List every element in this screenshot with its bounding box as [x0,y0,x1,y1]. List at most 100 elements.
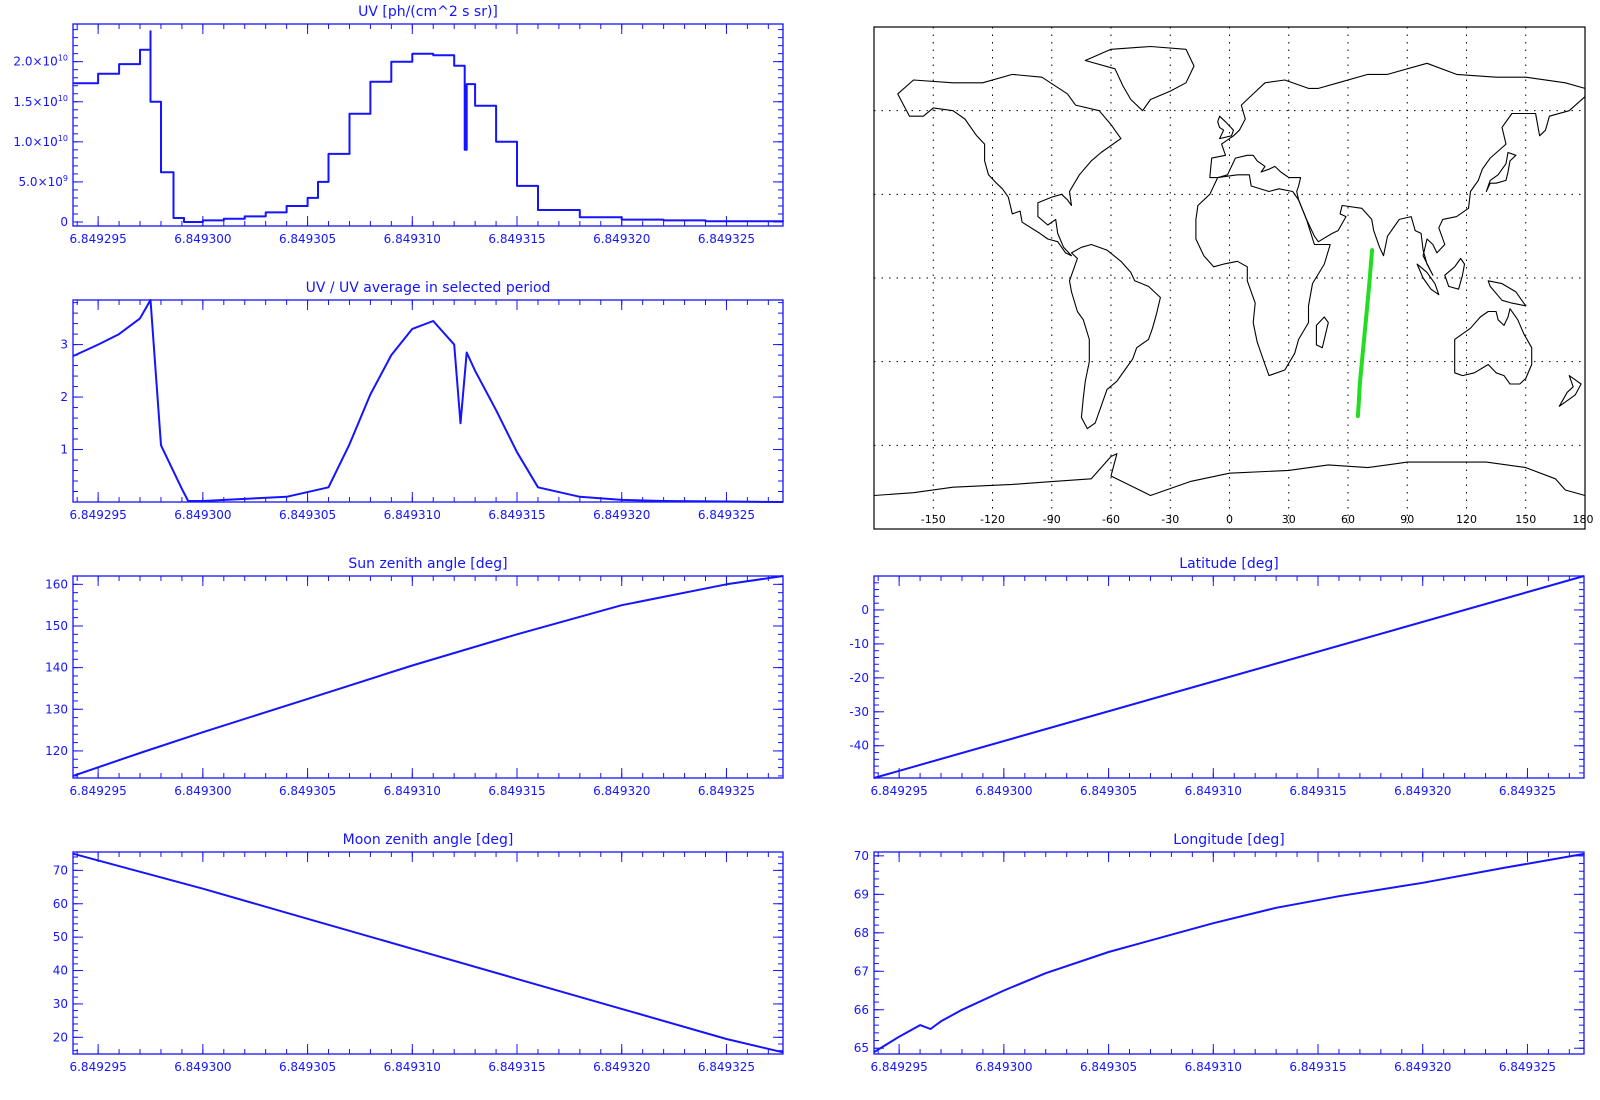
y-tick-label: 20 [53,1030,68,1044]
x-tick-label: 6.849320 [593,232,650,246]
coastline-new-zealand [1558,375,1582,407]
coastline-africa [1195,174,1331,377]
coastline-antarctica [873,453,1586,497]
y-tick-label: 30 [53,997,68,1011]
y-tick-label: 0 [861,603,869,617]
plot-frame [873,851,1585,1055]
x-tick-label: 6.849315 [488,232,545,246]
chart-longitude: Longitude [deg] 6.849295 6.849300 6.849305 6… [854,832,1585,1074]
y-tick-label: 130 [45,702,68,716]
series-line [873,575,1585,779]
x-tick-label: 6.849325 [1499,1060,1556,1074]
chart-title: UV [ph/(cm^2 s sr)] [358,4,498,20]
chart-title: UV / UV average in selected period [306,280,551,296]
y-tick-label: 1.0×1010 [13,134,68,149]
x-tick-label: 6.849300 [975,784,1032,798]
satellite-track [1355,248,1375,419]
coastline-uk [1217,115,1235,140]
x-tick-label: 6.849300 [975,1060,1032,1074]
y-tick-mantissa: 1.0×10 [13,135,57,149]
y-tick-label: 5.0×109 [18,174,68,189]
x-tick-label: 6.849295 [69,784,126,798]
x-tick-label: 6.849315 [488,784,545,798]
y-tick-label: -40 [849,739,869,753]
series-line [72,299,784,503]
x-tick-label: 6.849295 [69,1060,126,1074]
y-tick-label: 67 [854,964,869,978]
y-tick-label: 69 [854,887,869,901]
y-tick-mantissa: 5.0×10 [18,175,62,189]
chart-title: Moon zenith angle [deg] [343,832,514,848]
y-tick-label: 50 [53,930,68,944]
y-tick-label: 65 [854,1041,869,1055]
x-tick-label: 6.849320 [1394,1060,1451,1074]
y-tick-exponent: 10 [58,54,68,63]
coastline-north-america [897,73,1122,257]
y-tick-exponent: 10 [58,94,68,103]
y-tick-label: -20 [849,671,869,685]
y-tick-label: 68 [854,926,869,940]
x-tick-label: 6.849295 [69,508,126,522]
y-tick-label: 2 [60,390,68,404]
x-tick-label: 6.849315 [1289,784,1346,798]
plot-frame [72,23,784,227]
map-lon-label: 180 [1573,513,1594,526]
series-line [72,575,784,777]
x-tick-label: 6.849315 [1289,1060,1346,1074]
x-tick-label: 6.849325 [1499,784,1556,798]
y-tick-mantissa: 0 [60,215,68,229]
chart-uv_ratio: UV / UV average in selected period 6.8492… [60,280,784,522]
x-tick-label: 6.849310 [1185,784,1242,798]
x-tick-label: 6.849305 [279,232,336,246]
coastline-madagascar [1315,316,1329,349]
x-tick-label: 6.849305 [1080,1060,1137,1074]
series-line [73,30,784,223]
chart-title: Longitude [deg] [1173,832,1284,848]
y-tick-label: 2.0×1010 [13,54,68,69]
plot-frame [873,575,1585,779]
y-tick-label: 1 [60,443,68,457]
x-tick-label: 6.849320 [593,784,650,798]
map-lon-label: 90 [1400,513,1414,526]
y-tick-label: 120 [45,744,68,758]
charts-layer: UV [ph/(cm^2 s sr)] 6.849295 6.849300 6.849… [13,4,1593,1074]
y-tick-label: 60 [53,897,68,911]
x-tick-label: 6.849310 [384,1060,441,1074]
x-tick-label: 6.849300 [174,232,231,246]
chart-title: Sun zenith angle [deg] [348,556,507,572]
y-tick-label: 140 [45,661,68,675]
y-tick-label: -30 [849,705,869,719]
x-tick-label: 6.849320 [1394,784,1451,798]
y-tick-label: 150 [45,619,68,633]
map-lon-label: -60 [1102,513,1120,526]
y-tick-label: 160 [45,577,68,591]
x-tick-label: 6.849305 [1080,784,1137,798]
x-tick-label: 6.849325 [698,232,755,246]
x-tick-label: 6.849310 [384,232,441,246]
series-line [873,852,1585,1053]
chart-uv: UV [ph/(cm^2 s sr)] 6.849295 6.849300 6.849… [13,4,784,246]
y-tick-label: 40 [53,964,68,978]
coastline-australia [1454,308,1533,385]
x-tick-label: 6.849295 [870,1060,927,1074]
series-line [72,852,784,1054]
plot-frame [72,575,784,779]
coastline-japan [1485,151,1517,193]
y-tick-label: 1.5×1010 [13,94,68,109]
coastline-borneo [1444,257,1466,290]
x-tick-label: 6.849320 [593,1060,650,1074]
chart-latitude: Latitude [deg] 6.849295 6.849300 6.849305 6.… [849,556,1585,798]
map-lon-label: 150 [1515,513,1536,526]
y-tick-mantissa: 1.5×10 [13,95,57,109]
y-tick-label: -10 [849,637,869,651]
map-lon-label: 30 [1282,513,1296,526]
x-tick-label: 6.849310 [1185,1060,1242,1074]
x-tick-label: 6.849325 [698,1060,755,1074]
map-lon-label: 60 [1341,513,1355,526]
x-tick-label: 6.849320 [593,508,650,522]
chart-moon_zenith: Moon zenith angle [deg] 6.849295 6.849300 6… [53,832,784,1074]
map-lon-label: -30 [1161,513,1179,526]
chart-title: Latitude [deg] [1179,556,1278,572]
x-tick-label: 6.849325 [698,784,755,798]
